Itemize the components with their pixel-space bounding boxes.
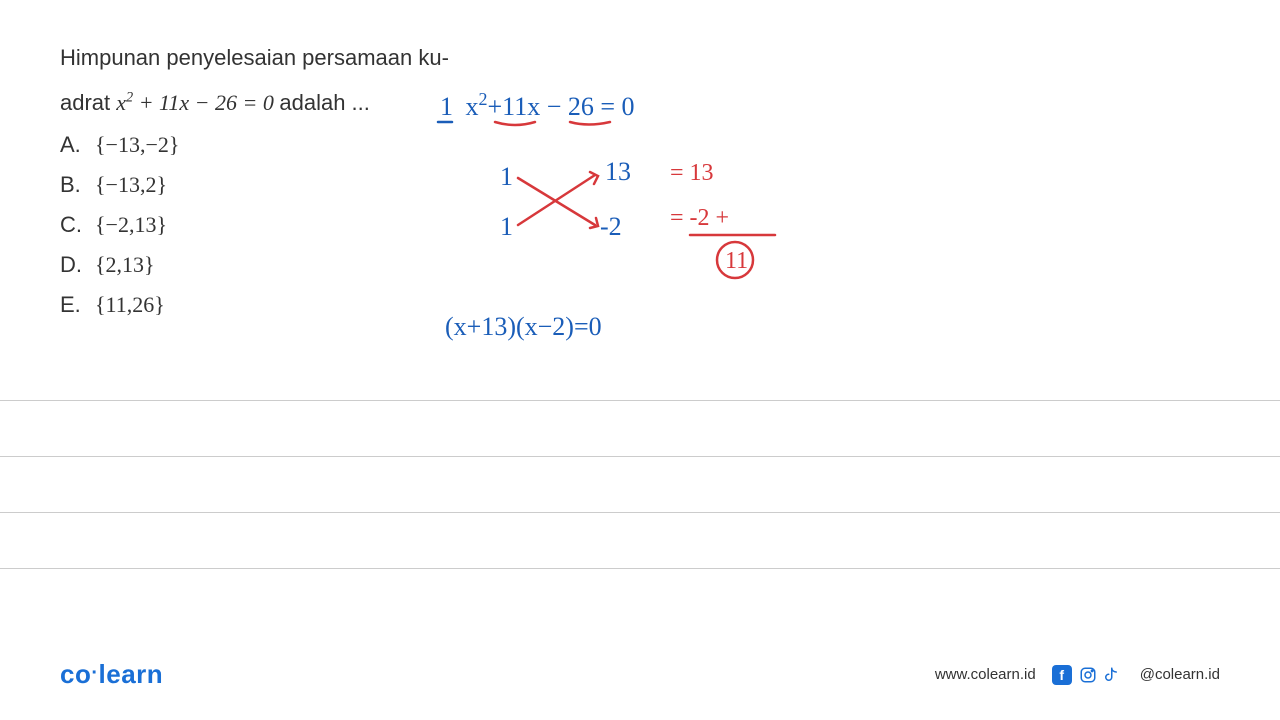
options-list: A. {−13,−2} B. {−13,2} C. {−2,13} D. {2,… — [60, 132, 1220, 318]
option-label: B. — [60, 172, 95, 198]
horizontal-rule — [0, 456, 1280, 457]
horizontal-rule — [0, 568, 1280, 569]
option-label: C. — [60, 212, 95, 238]
horizontal-rule — [0, 512, 1280, 513]
logo-dot: · — [91, 662, 98, 685]
option-label: E. — [60, 292, 95, 318]
option-value: {−13,2} — [95, 172, 167, 198]
tiktok-icon[interactable] — [1104, 665, 1124, 685]
option-value: {−2,13} — [95, 212, 167, 238]
brand-logo: co·learn — [60, 659, 163, 690]
question-line-2: adrat x2 + 11x − 26 = 0 adalah ... — [60, 85, 1220, 120]
content-area: Himpunan penyelesaian persamaan ku- adra… — [60, 40, 1220, 332]
horizontal-rule — [0, 400, 1280, 401]
footer: co·learn www.colearn.id f @colearn.id — [60, 659, 1220, 690]
footer-right: www.colearn.id f @colearn.id — [935, 665, 1220, 685]
option-value: {−13,−2} — [95, 132, 179, 158]
instagram-icon[interactable] — [1078, 665, 1098, 685]
logo-pre: co — [60, 659, 91, 689]
facebook-icon[interactable]: f — [1052, 665, 1072, 685]
question-suffix: adalah ... — [279, 90, 370, 115]
option-label: A. — [60, 132, 95, 158]
question-prefix: adrat — [60, 90, 116, 115]
option-e[interactable]: E. {11,26} — [60, 292, 1220, 318]
footer-url[interactable]: www.colearn.id — [935, 666, 1036, 683]
option-d[interactable]: D. {2,13} — [60, 252, 1220, 278]
option-a[interactable]: A. {−13,−2} — [60, 132, 1220, 158]
footer-handle[interactable]: @colearn.id — [1140, 666, 1220, 683]
question-line-1: Himpunan penyelesaian persamaan ku- — [60, 40, 1220, 75]
logo-post: learn — [99, 659, 164, 689]
option-value: {11,26} — [95, 292, 165, 318]
option-label: D. — [60, 252, 95, 278]
option-b[interactable]: B. {−13,2} — [60, 172, 1220, 198]
social-icons: f — [1052, 665, 1124, 685]
option-value: {2,13} — [95, 252, 155, 278]
option-c[interactable]: C. {−2,13} — [60, 212, 1220, 238]
question-equation: x2 + 11x − 26 = 0 — [116, 90, 279, 115]
